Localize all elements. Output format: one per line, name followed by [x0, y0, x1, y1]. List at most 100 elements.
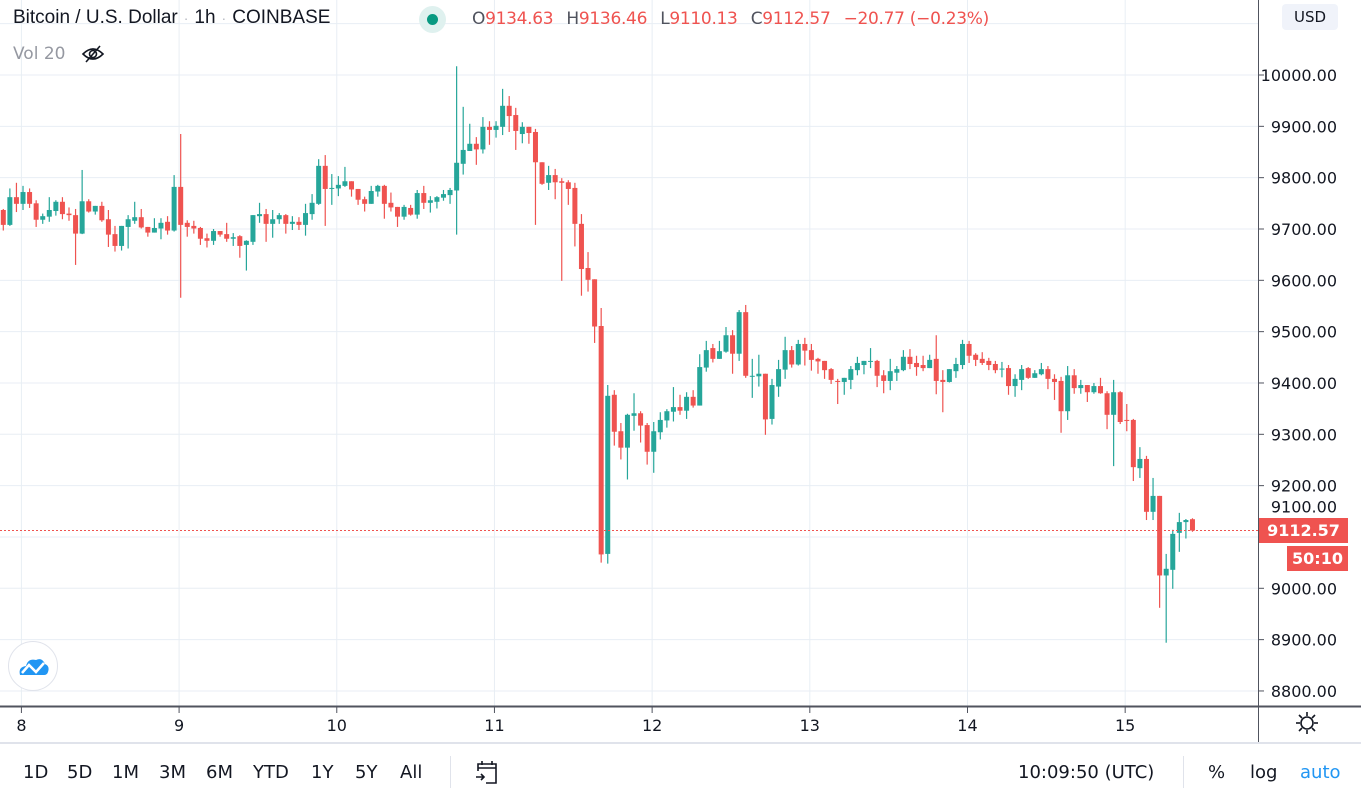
candle-up: [40, 213, 46, 224]
price-axis[interactable]: 8800.00 8900.00 9000.00 9100.00 9200.00 9300.…: [1258, 66, 1337, 701]
range-5d-button[interactable]: 5D: [67, 762, 93, 783]
candle-up: [684, 392, 690, 419]
candle-up: [887, 358, 893, 391]
candle-body: [388, 202, 394, 208]
candle-body: [808, 350, 814, 360]
candle-body: [73, 215, 79, 234]
candle-body: [59, 201, 65, 215]
candle-down: [224, 222, 230, 242]
candle-down: [99, 201, 105, 222]
candle-body: [697, 367, 703, 406]
candle-body: [1176, 522, 1182, 533]
candle-up: [703, 340, 709, 372]
interval[interactable]: 1h: [194, 7, 216, 28]
candle-up: [776, 359, 782, 397]
log-scale-toggle[interactable]: log: [1250, 762, 1278, 783]
candle-body: [276, 215, 282, 220]
candle-up: [664, 409, 670, 428]
symbol-title[interactable]: Bitcoin / U.S. Dollar · 1h · COINBASE: [13, 7, 330, 29]
tradingview-logo-button[interactable]: [8, 641, 58, 691]
candle-down: [690, 390, 696, 408]
candle-body: [795, 343, 801, 365]
candle-down: [1097, 377, 1103, 394]
candle-body: [40, 216, 46, 220]
range-1y-button[interactable]: 1Y: [311, 762, 334, 783]
candle-body: [598, 326, 604, 555]
candle-down: [986, 357, 992, 371]
candle-up: [151, 218, 157, 233]
candle-up: [716, 340, 722, 359]
candle-up: [243, 240, 249, 271]
candle-down: [217, 231, 223, 237]
candle-down: [1143, 455, 1149, 521]
candle-down: [822, 360, 828, 379]
candle-body: [1170, 533, 1176, 570]
candle-body: [670, 407, 676, 412]
calendar-goto-icon[interactable]: [474, 759, 500, 785]
candle-up: [454, 66, 460, 235]
percent-scale-toggle[interactable]: %: [1208, 762, 1226, 783]
time-axis[interactable]: 8 9 10 11 12 13 14 15: [16, 707, 1135, 735]
candle-up: [894, 366, 900, 381]
range-1d-button[interactable]: 1D: [23, 762, 49, 783]
candle-up: [171, 175, 177, 232]
volume-indicator[interactable]: Vol 20: [13, 44, 105, 64]
candle-down: [204, 233, 210, 248]
x-tick-label: 15: [1115, 716, 1135, 735]
candle-body: [1117, 392, 1123, 422]
candle-body: [224, 234, 230, 239]
candle-body: [1052, 378, 1057, 382]
candle-up: [20, 185, 26, 210]
candle-up: [79, 169, 85, 235]
candle-body: [789, 350, 795, 365]
candle-body: [762, 373, 768, 420]
candle-body: [362, 199, 368, 204]
range-ytd-button[interactable]: YTD: [253, 762, 289, 783]
auto-scale-toggle[interactable]: auto: [1300, 762, 1341, 783]
candle-body: [434, 197, 440, 202]
candle-down: [881, 370, 887, 394]
candle-body: [874, 360, 880, 376]
candle-down: [408, 204, 414, 216]
change-value: −20.77 (−0.23%): [843, 9, 990, 29]
y-tick-label: 9400.00: [1271, 374, 1337, 393]
candlestick-chart[interactable]: 8800.00 8900.00 9000.00 9100.00 9200.00 9300.…: [0, 0, 1361, 742]
candle-down: [322, 155, 328, 226]
range-5y-button[interactable]: 5Y: [355, 762, 378, 783]
candle-body: [1091, 386, 1097, 393]
candle-down: [1189, 518, 1195, 532]
candle-body: [605, 395, 611, 554]
candle-body: [1025, 368, 1031, 378]
market-status-icon[interactable]: [419, 6, 446, 33]
settings-icon[interactable]: [1294, 710, 1320, 736]
candle-body: [408, 207, 414, 215]
candle-body: [237, 236, 243, 246]
candle-body: [7, 197, 13, 225]
candle-down: [165, 216, 171, 235]
range-all-button[interactable]: All: [400, 762, 423, 783]
candle-body: [900, 356, 906, 371]
candle-body: [743, 312, 749, 376]
candle-down: [1025, 367, 1031, 379]
candle-down: [1084, 385, 1090, 402]
clock-timezone[interactable]: 10:09:50 (UTC): [1018, 762, 1155, 783]
candle-body: [296, 221, 302, 225]
candle-body: [657, 419, 663, 433]
range-1m-button[interactable]: 1M: [112, 762, 139, 783]
range-6m-button[interactable]: 6M: [206, 762, 233, 783]
candle-down: [86, 199, 92, 213]
candle-down: [940, 370, 946, 413]
candle-body: [861, 360, 867, 366]
symbol-name[interactable]: Bitcoin / U.S. Dollar: [13, 7, 178, 28]
range-3m-button[interactable]: 3M: [159, 762, 186, 783]
candle-down: [644, 423, 650, 465]
last-price-label: 9112.57: [1259, 518, 1348, 543]
candle-up: [749, 358, 755, 398]
currency-button[interactable]: USD: [1282, 4, 1338, 30]
candle-body: [257, 214, 263, 217]
candle-body: [158, 222, 164, 229]
candle-body: [953, 363, 959, 372]
eye-crossed-icon[interactable]: [81, 44, 105, 64]
candle-up: [736, 310, 742, 361]
candle-body: [473, 143, 479, 150]
